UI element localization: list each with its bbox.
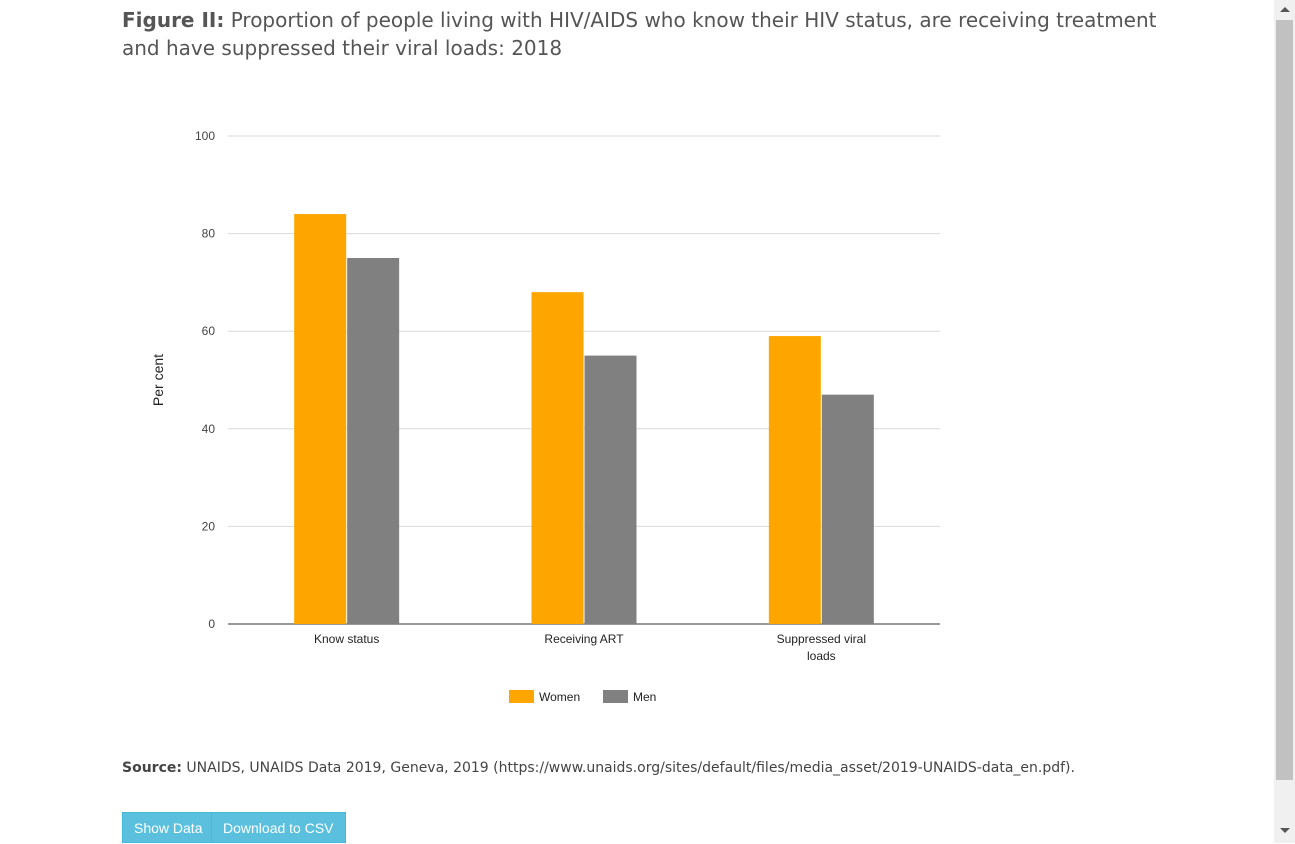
source-label: Source: [122,760,182,776]
legend-swatch-women [509,690,534,703]
bar-women [531,292,584,624]
vertical-scrollbar[interactable] [1274,0,1295,843]
y-tick-label: 20 [202,519,216,533]
scroll-thumb[interactable] [1276,20,1293,780]
x-tick-label: Receiving ART [544,632,624,646]
bar-women [294,214,347,624]
legend-label-women: Women [539,690,580,704]
bar-women [768,336,821,624]
source-text: UNAIDS, UNAIDS Data 2019, Geneva, 2019 (… [181,760,1075,776]
figure-label: Figure II: [122,8,225,32]
scroll-up-arrow-icon[interactable] [1280,7,1290,12]
y-axis-label: Per cent [150,354,166,406]
y-tick-label: 100 [195,129,215,143]
download-csv-button[interactable]: Download to CSV [211,812,346,843]
legend-label-men: Men [633,690,656,704]
legend-swatch-men [603,690,628,703]
bar-men [347,258,400,624]
y-tick-label: 0 [208,617,215,631]
source-note: Source: UNAIDS, UNAIDS Data 2019, Geneva… [122,760,1075,776]
show-data-button[interactable]: Show Data [122,812,215,843]
scroll-down-arrow-icon[interactable] [1280,828,1290,833]
figure-title: Figure II: Proportion of people living w… [122,6,1162,62]
y-tick-label: 60 [202,324,216,338]
bar-men [584,355,637,624]
x-tick-label: Suppressed viral loads [777,632,866,663]
y-tick-label: 40 [202,422,216,436]
bar-chart: 0 20 40 60 80 100 Per cent Know status Receiving… [150,129,940,704]
bar-men [821,394,874,624]
figure-caption: Proportion of people living with HIV/AID… [122,8,1157,60]
x-tick-label: Know status [314,632,379,646]
y-tick-label: 80 [202,227,216,241]
